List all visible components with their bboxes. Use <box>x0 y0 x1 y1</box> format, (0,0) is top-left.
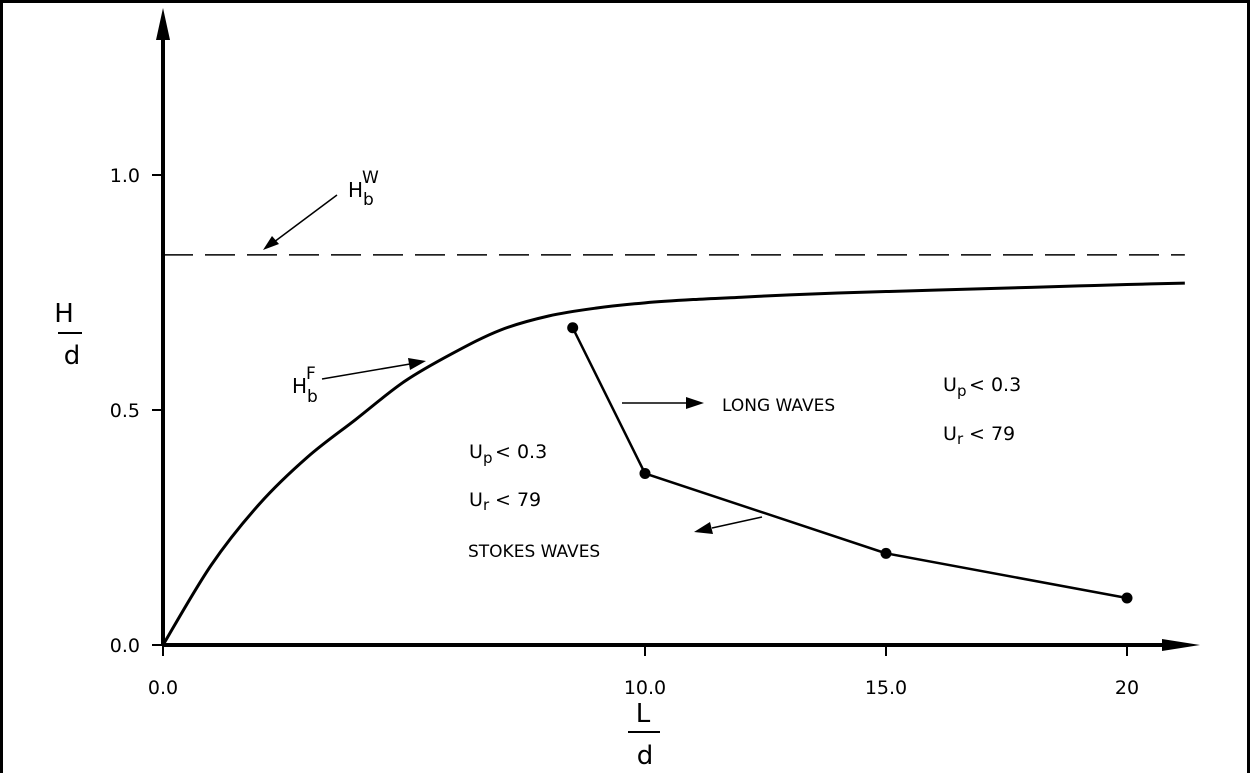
y-tick-label: 1.0 <box>110 165 140 187</box>
right-ur-rest: < 79 <box>969 423 1015 445</box>
left-up-sub: p <box>483 449 493 467</box>
annotations: H W b H F b LONG WAVES STOKES WAVES U p … <box>263 168 1021 562</box>
y-tick-label: 0.5 <box>110 400 140 422</box>
right-ur-sub: r <box>957 430 964 448</box>
y-axis-arrow <box>156 8 170 40</box>
left-up-rest: < 0.3 <box>495 441 547 463</box>
left-ur-sub: r <box>483 496 490 514</box>
y-axis-label-numerator: H <box>54 299 74 329</box>
boundary-point <box>639 467 651 479</box>
hbf-curve <box>161 281 1185 646</box>
hbf-label-sup: F <box>306 364 316 384</box>
left-up-main: U <box>469 441 483 463</box>
hbf-arrow-head <box>408 358 426 370</box>
boundary-point <box>1121 592 1133 604</box>
right-up-rest: < 0.3 <box>969 374 1021 396</box>
boundary-line <box>571 327 1128 600</box>
x-axis-label-numerator: L <box>636 699 651 729</box>
y-axis-label: H d <box>54 299 82 371</box>
hbf-label-sub: b <box>307 387 318 407</box>
tick-marks: 0.0 0.5 1.0 0.0 10.0 15.0 20 <box>110 165 1139 699</box>
axes <box>156 8 1200 651</box>
right-up-sub: p <box>957 382 967 400</box>
x-tick-label: 15.0 <box>865 677 907 699</box>
hbf-arrow-line <box>321 363 411 380</box>
hbw-arrow-head <box>263 236 279 250</box>
stokes-waves-arrow-line <box>711 516 763 529</box>
hbw-label-main: H <box>348 178 363 202</box>
hbf-label-main: H <box>292 374 307 398</box>
right-up-main: U <box>943 374 957 396</box>
x-tick-label: 0.0 <box>148 677 178 699</box>
series <box>161 254 1185 646</box>
y-tick-label: 0.0 <box>110 635 140 657</box>
x-axis-arrow <box>1162 639 1200 651</box>
x-axis-label: L d <box>628 699 660 771</box>
stokes-waves-arrow-head <box>694 522 713 534</box>
y-axis-label-denominator: d <box>64 341 81 371</box>
x-tick-label: 10.0 <box>624 677 666 699</box>
boundary-point <box>567 322 579 334</box>
hbw-label-sub: b <box>363 190 374 210</box>
left-ur-rest: < 79 <box>495 489 541 511</box>
boundary-point <box>880 547 892 559</box>
right-ur-main: U <box>943 423 957 445</box>
hbw-arrow-line <box>269 194 338 246</box>
left-ur-main: U <box>469 489 483 511</box>
hbw-label-sup: W <box>362 168 379 188</box>
long-waves-label: LONG WAVES <box>722 396 835 416</box>
long-waves-arrow-head <box>686 397 704 409</box>
x-tick-label: 20 <box>1115 677 1139 699</box>
stokes-waves-label: STOKES WAVES <box>468 542 600 562</box>
x-axis-label-denominator: d <box>637 741 654 771</box>
